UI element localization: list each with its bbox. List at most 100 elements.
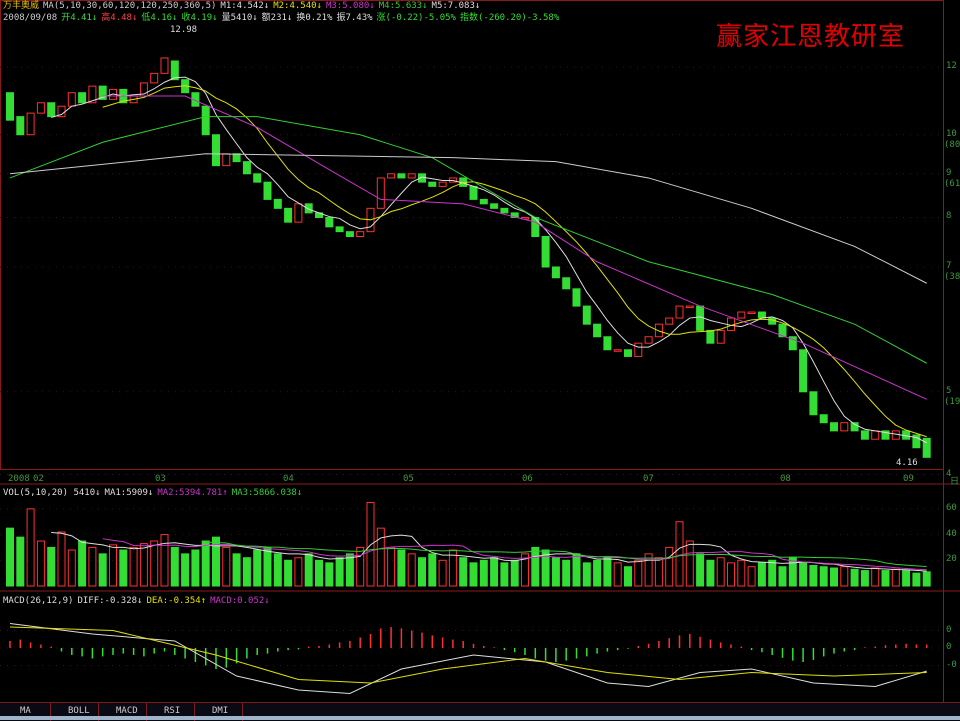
peak-price-label: 12.98	[170, 25, 198, 35]
volume-bar	[242, 557, 251, 587]
volume-bar	[376, 527, 385, 587]
volume-bar	[593, 559, 602, 587]
y-axis-label: (61.	[944, 178, 960, 189]
candle	[150, 72, 159, 84]
candle	[541, 236, 550, 268]
volume-bar	[387, 546, 396, 587]
volume-bar	[778, 566, 787, 587]
candle	[850, 422, 859, 432]
volume-bar	[922, 571, 931, 587]
volume-bar	[418, 557, 426, 587]
y-axis-label: 0	[946, 642, 952, 652]
volume-bar	[747, 566, 756, 587]
volume-bar	[871, 567, 880, 587]
candle	[500, 207, 509, 214]
candle	[294, 203, 303, 223]
quote-value: 指数(-260.20)-3.58%	[459, 13, 560, 23]
x-axis-label: 07	[643, 474, 654, 484]
tab-dmi[interactable]: DMI	[212, 706, 229, 716]
dea-line	[9, 626, 927, 684]
tab-rsi[interactable]: RSI	[164, 706, 181, 716]
tab-macd[interactable]: MACD	[116, 706, 138, 716]
volume-bar	[881, 570, 890, 587]
quote-value: 额231↓	[261, 13, 293, 23]
volume-indicator: MA3:5866.038↓	[231, 488, 303, 498]
candle	[387, 173, 396, 179]
quote-date: 2008/09/08	[3, 13, 58, 23]
volume-bar	[572, 553, 581, 587]
moving-average-line	[51, 76, 927, 444]
candle	[479, 198, 488, 205]
volume-bar	[654, 557, 663, 587]
x-axis-label: 08	[780, 474, 791, 484]
candle	[242, 161, 251, 175]
volume-bar	[582, 562, 591, 587]
volume-bar	[521, 553, 529, 587]
candle	[819, 414, 828, 424]
candle	[407, 173, 416, 179]
volume-bar	[531, 546, 540, 587]
candle	[232, 153, 241, 163]
tab-ma[interactable]: MA	[20, 706, 31, 716]
volume-bar	[479, 559, 488, 587]
macd-indicator: MACD(26,12,9)	[3, 596, 74, 606]
candle	[912, 434, 921, 449]
volume-bar	[644, 553, 653, 587]
candle	[696, 305, 705, 331]
volume-bar	[150, 540, 159, 587]
volume-header: VOL(5,10,20) 5410↓ MA1:5909↓ MA2:5394.781↑…	[3, 488, 306, 499]
candle	[212, 134, 220, 167]
volume-bar	[407, 553, 416, 587]
volume-bar	[397, 549, 406, 587]
stock-name: 万丰奥威	[3, 1, 40, 11]
candle	[778, 323, 787, 338]
volume-bar	[438, 559, 447, 587]
candle	[510, 212, 519, 218]
ma-params: MA(5,10,30,60,120,120,250,360,5)	[43, 1, 217, 11]
x-axis-label: 09	[903, 474, 914, 484]
volume-bar	[799, 562, 808, 587]
y-axis-label: (38.	[944, 272, 960, 282]
tab-boll[interactable]: BOLL	[68, 706, 90, 716]
volume-bar	[891, 568, 900, 587]
volume-bar	[510, 559, 519, 587]
ma-value: M4:5.633↓	[378, 1, 428, 11]
candle	[88, 85, 97, 104]
volume-bar	[665, 546, 674, 587]
y-axis-label: 9	[946, 167, 952, 178]
tab-divider	[146, 703, 147, 721]
volume-bar	[830, 567, 838, 587]
quote-value: 换0.21%	[296, 13, 333, 23]
volume-bar	[109, 544, 117, 587]
candle	[253, 173, 262, 183]
volume-bar	[335, 557, 344, 587]
candle	[160, 57, 169, 74]
x-axis-label: 05	[403, 474, 414, 484]
volume-indicator: MA2:5394.781↑	[157, 488, 228, 498]
candle	[799, 349, 808, 393]
candle	[16, 116, 25, 136]
volume-bar	[36, 540, 45, 587]
ma-value: M1:4.542↓	[220, 1, 270, 11]
volume-bar	[634, 559, 643, 587]
x-axis-label: 03	[155, 474, 166, 484]
candle	[809, 391, 818, 416]
moving-average-line	[9, 153, 927, 284]
volume-bar	[737, 559, 746, 587]
candle	[654, 323, 663, 338]
volume-indicator: MA1:5909↓	[104, 488, 154, 498]
ma-header: 万丰奥威 MA(5,10,30,60,120,120,250,360,5) M1:4…	[3, 1, 488, 12]
x-axis-label: 04	[283, 474, 294, 484]
y-axis-label: 5	[946, 385, 952, 396]
candle	[830, 422, 838, 432]
candle	[438, 181, 447, 187]
candle	[840, 422, 849, 432]
volume-bar	[181, 553, 190, 587]
y-axis-label: 60	[946, 502, 957, 513]
volume-bar	[902, 570, 911, 587]
candle	[67, 92, 76, 107]
x-axis-label: 06	[522, 474, 533, 484]
volume-bar	[88, 546, 97, 587]
volume-bar	[356, 546, 365, 587]
